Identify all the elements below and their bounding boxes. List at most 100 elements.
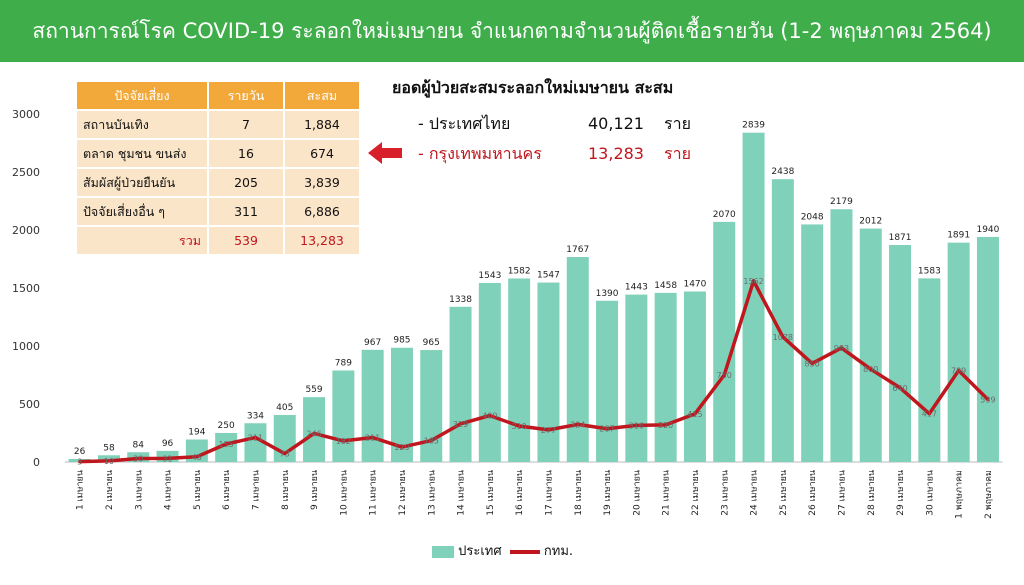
line-point	[136, 457, 140, 461]
line-point	[253, 436, 257, 440]
bar	[97, 455, 120, 462]
header-daily: รายวัน	[207, 80, 285, 111]
x-tick-label: 4 เมษายน	[164, 470, 174, 510]
line-point	[283, 452, 287, 456]
line-point	[488, 414, 492, 418]
thailand-label: - ประเทศไทย	[418, 114, 511, 133]
x-tick-label: 19 เมษายน	[603, 470, 613, 516]
chart-title-banner: สถานการณ์โรค COVID-19 ระลอกใหม่เมษายน จำ…	[0, 0, 1024, 62]
bar-data-label: 965	[423, 338, 440, 348]
cumulative-row-bangkok: - กรุงเทพมหานคร 13,283 ราย	[392, 139, 691, 169]
bar-data-label: 96	[162, 439, 174, 449]
line-path	[79, 279, 990, 464]
line-data-label: 277	[541, 426, 556, 435]
line-data-label: 10	[104, 457, 114, 466]
bar-data-label: 1443	[625, 283, 648, 293]
bar	[537, 282, 560, 462]
legend-label-country: ประเทศ	[458, 544, 502, 559]
bar	[566, 257, 589, 462]
line-point	[898, 386, 902, 390]
line-data-label: 310	[512, 422, 527, 431]
thailand-unit: ราย	[664, 114, 691, 133]
legend-swatch-bar	[432, 545, 454, 558]
bar	[654, 292, 677, 462]
cell-factor: ตลาด ชุมชน ขนส่ง	[75, 138, 209, 169]
line-data-label: 316	[629, 421, 644, 430]
bar	[596, 300, 619, 462]
x-tick-label: 7 เมษายน	[251, 470, 261, 510]
cumulative-row-thailand: - ประเทศไทย 40,121 ราย	[392, 109, 691, 139]
y-tick-label: 1500	[12, 282, 40, 295]
line-point	[195, 455, 199, 459]
bar-data-label: 1338	[449, 295, 472, 305]
line-data-label: 155	[219, 440, 234, 449]
line-point	[400, 445, 404, 449]
x-tick-label: 29 เมษายน	[896, 470, 906, 516]
bar-data-label: 405	[276, 403, 293, 413]
bar-data-label: 58	[103, 443, 115, 453]
bar-data-label: 84	[133, 440, 145, 450]
line-data-label: 329	[453, 420, 468, 429]
y-tick-label: 500	[19, 398, 40, 411]
line-point	[78, 460, 82, 464]
x-tick-label: 8 เมษายน	[281, 470, 291, 510]
bar-data-label: 2438	[771, 167, 794, 177]
line-data-label: 1078	[773, 333, 793, 342]
bar-data-label: 967	[364, 338, 381, 348]
y-tick-label: 3000	[12, 108, 40, 121]
bar-data-label: 2839	[742, 121, 765, 131]
line-data-label: 415	[687, 410, 702, 419]
x-tick-label: 13 เมษายน	[427, 470, 437, 516]
line-point	[576, 422, 580, 426]
x-tick-label: 24 เมษายน	[750, 470, 760, 516]
bar	[156, 450, 179, 462]
bar-data-label: 334	[247, 411, 264, 421]
line-data-label: 640	[892, 384, 907, 393]
line-data-label: 287	[599, 425, 614, 434]
cell-cumulative: 6,886	[283, 196, 361, 227]
x-tick-label: 22 เมษายน	[691, 470, 701, 516]
line-point	[693, 412, 697, 416]
x-tick-label: 17 เมษายน	[544, 470, 554, 516]
bar-data-label: 985	[393, 336, 410, 346]
legend-label-bangkok: กทม.	[543, 544, 574, 559]
header-factor: ปัจจัยเสี่ยง	[75, 80, 209, 111]
cell-daily: 16	[207, 138, 285, 169]
x-tick-label: 10 เมษายน	[339, 470, 349, 516]
line-data-label: 320	[658, 421, 673, 430]
thailand-value: 40,121	[588, 114, 644, 133]
line-point	[664, 423, 668, 427]
cell-daily: 7	[207, 109, 285, 140]
bar-data-label: 2048	[801, 212, 824, 222]
line-data-label: 45	[192, 453, 202, 462]
bar-data-label: 2012	[859, 217, 882, 227]
bar-data-label: 26	[74, 447, 86, 457]
bar	[361, 349, 384, 462]
table-row: ตลาด ชุมชน ขนส่ง 16 674	[75, 138, 361, 169]
line-data-label: 129	[394, 443, 409, 452]
line-data-label: 211	[248, 434, 263, 443]
x-tick-label: 16 เมษายน	[515, 470, 525, 516]
line-point	[371, 436, 375, 440]
bar	[390, 347, 413, 462]
bar	[478, 283, 501, 462]
cell-total-daily: 539	[207, 225, 285, 256]
line-data-label: 30	[133, 455, 143, 464]
bar	[625, 294, 648, 462]
x-tick-label: 1 พฤษภาคม	[955, 470, 965, 519]
line-data-label: 850	[805, 359, 820, 368]
bar-data-label: 1891	[947, 231, 970, 241]
line-point	[517, 424, 521, 428]
bar	[683, 291, 706, 462]
y-tick-label: 2000	[12, 224, 40, 237]
bar	[449, 306, 472, 462]
bar-data-label: 789	[335, 358, 352, 368]
x-tick-label: 23 เมษายน	[720, 470, 730, 516]
cell-cumulative: 1,884	[283, 109, 361, 140]
line-point	[341, 439, 345, 443]
line-point	[546, 428, 550, 432]
bar	[420, 350, 443, 462]
x-tick-label: 5 เมษายน	[193, 470, 203, 510]
